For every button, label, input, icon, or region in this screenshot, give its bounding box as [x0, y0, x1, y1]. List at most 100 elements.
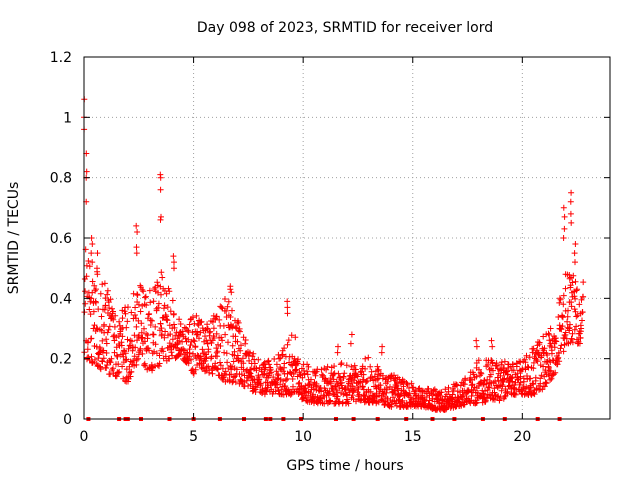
- data-point: [93, 286, 99, 293]
- data-point: [218, 334, 225, 341]
- data-point: [497, 372, 504, 379]
- data-point: [335, 370, 342, 377]
- data-point: [283, 377, 289, 383]
- data-point: [501, 358, 508, 365]
- data-point: [498, 361, 505, 368]
- data-point: [156, 360, 163, 367]
- data-point: [528, 384, 534, 391]
- data-point: [97, 364, 104, 371]
- data-point: [512, 391, 519, 398]
- data-point: [104, 287, 111, 294]
- data-point: [347, 340, 354, 347]
- data-point: [85, 339, 91, 345]
- data-point: [273, 361, 280, 368]
- data-point: [91, 356, 98, 363]
- data-point: [506, 382, 513, 389]
- data-point: [545, 330, 552, 337]
- data-point: [552, 369, 559, 376]
- data-point: [566, 324, 573, 331]
- data-point: [255, 356, 262, 363]
- data-point: [475, 357, 482, 364]
- data-point: [118, 342, 125, 349]
- data-point: [299, 374, 306, 381]
- data-point: [408, 380, 415, 387]
- data-point: [205, 348, 212, 355]
- data-point: [378, 349, 385, 356]
- data-point: [536, 341, 543, 348]
- data-point: [341, 370, 348, 377]
- data-point: [334, 393, 341, 400]
- data-point: [268, 369, 275, 376]
- data-point: [484, 376, 491, 383]
- data-point: [94, 250, 101, 257]
- data-point: [287, 369, 294, 376]
- data-point: [238, 371, 245, 378]
- data-point: [302, 382, 309, 389]
- data-point: [94, 265, 100, 272]
- data-point: [223, 350, 230, 357]
- data-point: [85, 258, 92, 264]
- data-point: [206, 329, 213, 336]
- data-point: [149, 317, 155, 324]
- data-point: [572, 278, 579, 285]
- data-point: [125, 304, 131, 311]
- data-point: [473, 399, 480, 406]
- data-point: [137, 308, 144, 315]
- data-point: [112, 312, 119, 319]
- data-point: [169, 352, 176, 359]
- data-point: [272, 381, 279, 388]
- data-point: [559, 323, 566, 330]
- data-point: [225, 298, 232, 305]
- data-point: [185, 336, 192, 343]
- data-point: [304, 371, 311, 378]
- data-point: [120, 353, 127, 360]
- data-point: [214, 348, 221, 355]
- data-point: [560, 301, 567, 308]
- data-point: [478, 370, 485, 377]
- data-point: [296, 379, 303, 386]
- data-point: [558, 342, 565, 349]
- data-point: [537, 380, 544, 387]
- data-point: [151, 348, 158, 355]
- data-point: [510, 361, 516, 368]
- data-point: [438, 389, 445, 396]
- data-point: [579, 309, 586, 316]
- data-point: [279, 351, 286, 358]
- data-point: [275, 387, 282, 394]
- data-point: [572, 259, 578, 266]
- data-point: [505, 371, 511, 378]
- data-point: [212, 360, 219, 367]
- data-point: [125, 345, 132, 352]
- data-point: [82, 300, 89, 307]
- data-point: [166, 322, 173, 329]
- data-point: [164, 304, 171, 311]
- data-point: [161, 334, 168, 341]
- data-point: [580, 279, 587, 286]
- data-point: [295, 356, 301, 363]
- data-point: [503, 368, 510, 375]
- data-point: [449, 391, 456, 398]
- data-point: [352, 366, 359, 373]
- data-point: [148, 361, 155, 368]
- data-point: [284, 304, 291, 311]
- data-point: [524, 363, 531, 370]
- data-point: [171, 321, 177, 328]
- data-point: [99, 281, 106, 288]
- data-point: [181, 324, 188, 331]
- data-point: [98, 313, 105, 320]
- data-point: [190, 337, 197, 344]
- data-point: [222, 331, 229, 338]
- data-point: [197, 329, 204, 336]
- data-point: [579, 317, 585, 324]
- data-point: [339, 399, 346, 406]
- data-point: [517, 359, 524, 366]
- data-point: [220, 322, 227, 329]
- data-point: [152, 341, 159, 348]
- data-point: [564, 318, 571, 325]
- data-point: [178, 350, 184, 357]
- data-point: [89, 241, 96, 247]
- data-point: [292, 334, 299, 341]
- data-point: [111, 323, 118, 330]
- data-point: [489, 359, 496, 366]
- data-point: [186, 321, 193, 328]
